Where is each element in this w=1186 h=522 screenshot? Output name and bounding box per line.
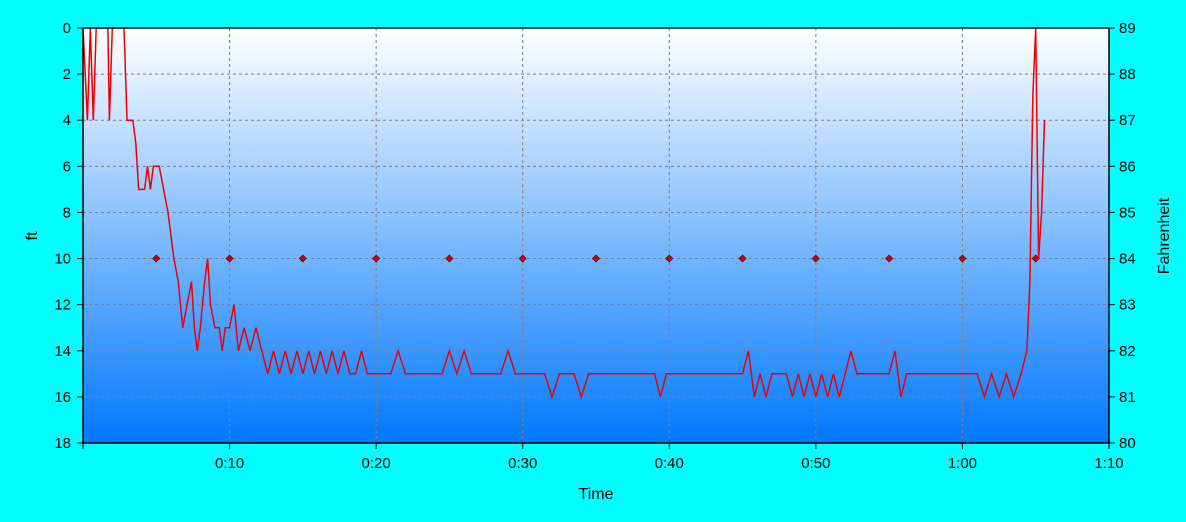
- temperature-marker: [885, 254, 894, 263]
- x-tick-label: 1:00: [948, 455, 977, 472]
- y-right-axis-ticks: 89 88 87 86 85 84 83 82 81 80: [1109, 20, 1136, 452]
- temperature-marker: [738, 254, 747, 263]
- y-right-tick-label: 81: [1119, 389, 1136, 406]
- y-right-tick-label: 89: [1119, 20, 1136, 37]
- x-tick-label: 0:50: [801, 455, 830, 472]
- y-right-tick-label: 85: [1119, 204, 1136, 221]
- temperature-marker: [372, 254, 381, 263]
- temperature-marker: [445, 254, 454, 263]
- y-right-tick-label: 86: [1119, 158, 1136, 175]
- temperature-marker: [152, 254, 161, 263]
- y-left-tick-label: 16: [54, 389, 71, 406]
- x-tick-label: 0:10: [215, 455, 244, 472]
- plot-area: [83, 28, 1109, 443]
- y-left-tick-label: 2: [63, 66, 71, 83]
- temperature-marker: [592, 254, 600, 263]
- temperature-marker: [225, 254, 234, 263]
- y-left-tick-label: 6: [63, 158, 71, 175]
- y-left-tick-label: 4: [63, 112, 71, 129]
- x-tick-label: 1:10: [1094, 455, 1123, 472]
- temperature-marker: [665, 254, 674, 263]
- y-right-tick-label: 84: [1119, 251, 1136, 268]
- y-left-tick-label: 8: [63, 204, 71, 221]
- y-left-tick-label: 12: [54, 297, 71, 314]
- y-right-tick-label: 83: [1119, 297, 1136, 314]
- temperature-marker: [518, 254, 527, 263]
- plot-frame: [82, 27, 1110, 444]
- temperature-marker: [1031, 254, 1040, 263]
- y-right-tick-label: 80: [1119, 435, 1136, 452]
- y-right-tick-label: 88: [1119, 66, 1136, 83]
- x-axis-title: Time: [579, 486, 614, 503]
- y-right-axis-title: Fahrenheit: [1156, 197, 1173, 274]
- y-left-tick-label: 0: [63, 20, 71, 37]
- y-left-axis-ticks: 0 2 4 6 8 10 12 14 16 18: [54, 20, 83, 452]
- x-tick-label: 0:30: [508, 455, 537, 472]
- temperature-marker: [298, 254, 307, 263]
- depth-series-line: [83, 28, 1046, 400]
- y-left-tick-label: 10: [54, 251, 71, 268]
- y-left-axis-title: ft: [24, 231, 41, 240]
- y-right-tick-label: 87: [1119, 112, 1136, 129]
- x-tick-label: 0:40: [655, 455, 684, 472]
- x-tick-label: 0:20: [362, 455, 391, 472]
- series-layer: [83, 28, 1046, 400]
- y-left-tick-label: 18: [54, 435, 71, 452]
- y-right-tick-label: 82: [1119, 343, 1136, 360]
- y-left-tick-label: 14: [54, 343, 71, 360]
- x-axis-ticks: 0:10 0:20 0:30 0:40 0:50 1:00 1:10: [82, 443, 1124, 472]
- temperature-marker: [811, 254, 820, 263]
- temperature-marker: [958, 254, 967, 263]
